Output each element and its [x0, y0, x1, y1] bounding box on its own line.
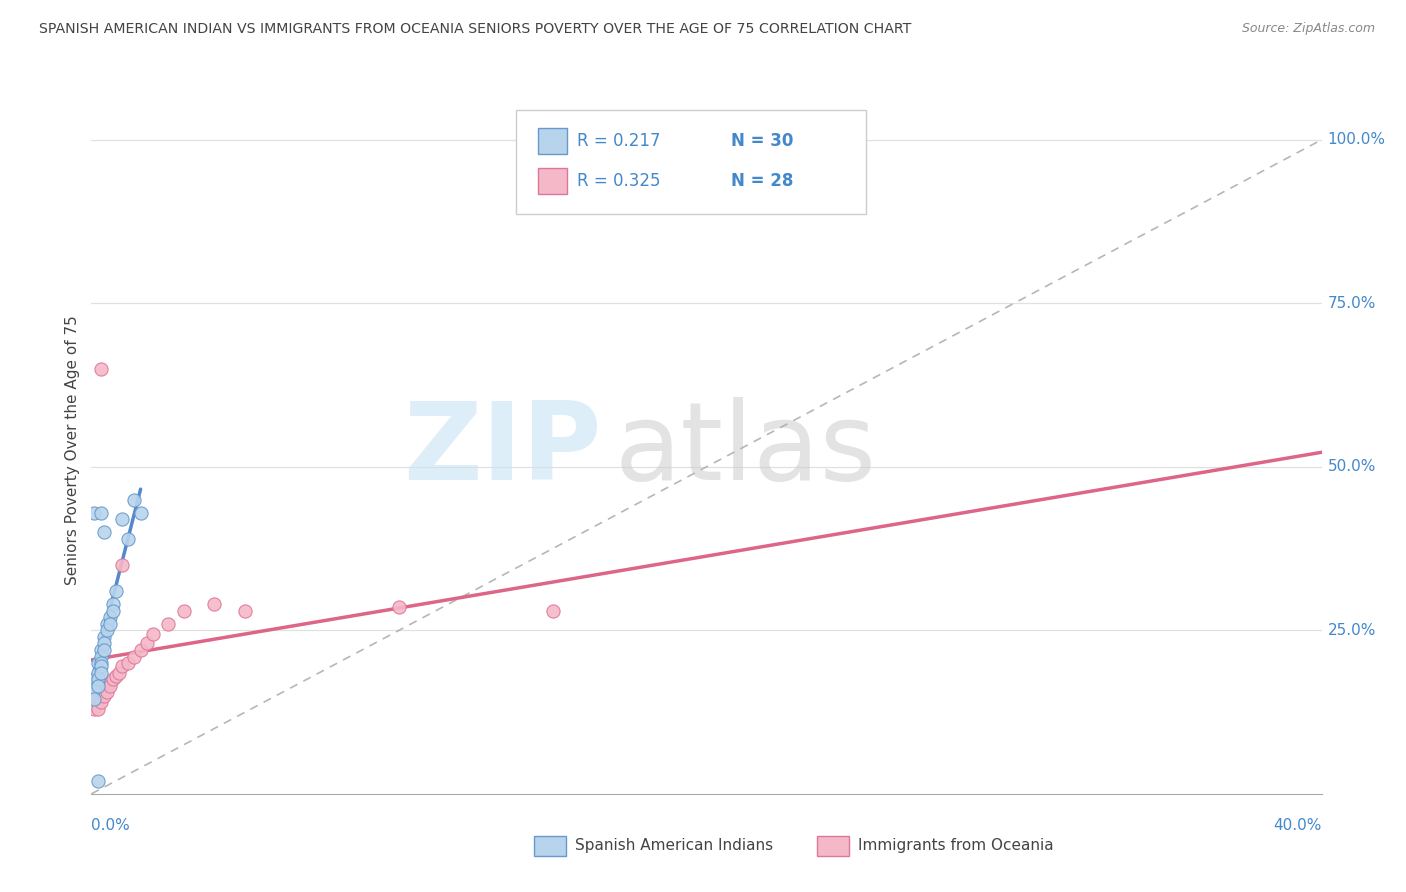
Point: [90, 665, 112, 680]
Point: [117, 532, 139, 546]
Text: 0.0%: 0.0%: [91, 818, 131, 833]
Point: [157, 616, 180, 631]
Point: [117, 656, 139, 670]
Point: [83, 673, 105, 687]
Point: [90, 659, 112, 673]
Point: [83, 692, 105, 706]
Point: [90, 695, 112, 709]
Point: [86, 702, 108, 716]
Text: 100.0%: 100.0%: [1327, 132, 1386, 147]
FancyBboxPatch shape: [538, 169, 568, 194]
Point: [142, 626, 165, 640]
Point: [83, 682, 105, 697]
Point: [83, 506, 105, 520]
Point: [101, 604, 124, 618]
Y-axis label: Seniors Poverty Over the Age of 75: Seniors Poverty Over the Age of 75: [65, 316, 80, 585]
Text: Source: ZipAtlas.com: Source: ZipAtlas.com: [1241, 22, 1375, 36]
Point: [90, 506, 112, 520]
Text: Spanish American Indians: Spanish American Indians: [575, 838, 773, 853]
Point: [93, 525, 115, 540]
Point: [135, 636, 157, 650]
Point: [233, 604, 256, 618]
Point: [96, 616, 118, 631]
Point: [98, 679, 121, 693]
Point: [98, 610, 121, 624]
Text: 40.0%: 40.0%: [1274, 818, 1322, 833]
Text: 75.0%: 75.0%: [1327, 296, 1376, 310]
Text: SPANISH AMERICAN INDIAN VS IMMIGRANTS FROM OCEANIA SENIORS POVERTY OVER THE AGE : SPANISH AMERICAN INDIAN VS IMMIGRANTS FR…: [39, 22, 911, 37]
Point: [111, 512, 134, 526]
Text: 25.0%: 25.0%: [1327, 623, 1376, 638]
Point: [101, 597, 124, 611]
FancyBboxPatch shape: [817, 837, 849, 855]
Point: [93, 643, 115, 657]
Text: 50.0%: 50.0%: [1327, 459, 1376, 475]
Point: [90, 656, 112, 670]
Point: [86, 665, 108, 680]
Point: [93, 689, 115, 703]
Point: [90, 361, 112, 376]
Text: atlas: atlas: [614, 398, 876, 503]
Point: [86, 692, 108, 706]
Point: [173, 604, 195, 618]
Point: [93, 630, 115, 644]
Text: N = 28: N = 28: [731, 172, 793, 190]
Point: [101, 673, 124, 687]
Point: [86, 679, 108, 693]
FancyBboxPatch shape: [516, 111, 866, 213]
Point: [96, 679, 118, 693]
Point: [90, 649, 112, 664]
Point: [83, 702, 105, 716]
Point: [129, 506, 152, 520]
Point: [90, 643, 112, 657]
Text: N = 30: N = 30: [731, 132, 793, 150]
Point: [105, 669, 127, 683]
Point: [124, 649, 146, 664]
Point: [96, 685, 118, 699]
Point: [124, 492, 146, 507]
Point: [98, 616, 121, 631]
Point: [541, 604, 564, 618]
FancyBboxPatch shape: [534, 837, 567, 855]
Point: [93, 636, 115, 650]
Text: Immigrants from Oceania: Immigrants from Oceania: [858, 838, 1053, 853]
Point: [93, 682, 115, 697]
Point: [86, 773, 108, 788]
Point: [129, 643, 152, 657]
Text: R = 0.325: R = 0.325: [578, 172, 661, 190]
Text: R = 0.217: R = 0.217: [578, 132, 661, 150]
Point: [111, 558, 134, 572]
Point: [90, 685, 112, 699]
Point: [86, 673, 108, 687]
FancyBboxPatch shape: [538, 128, 568, 153]
Point: [108, 665, 131, 680]
Point: [86, 656, 108, 670]
Text: ZIP: ZIP: [404, 398, 602, 503]
Point: [105, 584, 127, 599]
Point: [388, 600, 411, 615]
Point: [111, 659, 134, 673]
Point: [202, 597, 225, 611]
Point: [96, 624, 118, 638]
Point: [98, 675, 121, 690]
